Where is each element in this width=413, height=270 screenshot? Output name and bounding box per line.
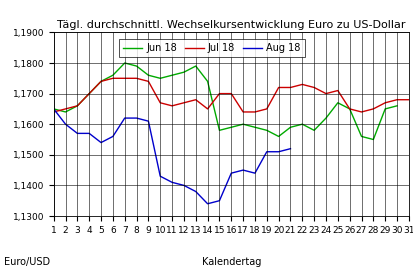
- Jul 18: [193, 98, 198, 101]
- Jul 18: [406, 98, 411, 101]
- Jun 18: [87, 92, 92, 95]
- Aug 18: [276, 150, 281, 153]
- Jun 18: [241, 123, 246, 126]
- Jun 18: [347, 107, 352, 110]
- Jul 18: [383, 101, 388, 104]
- Aug 18: [87, 132, 92, 135]
- Jul 18: [252, 110, 257, 114]
- Jun 18: [288, 126, 293, 129]
- Jun 18: [335, 101, 340, 104]
- Jul 18: [205, 107, 210, 110]
- Jun 18: [264, 129, 269, 132]
- Jul 18: [170, 104, 175, 107]
- Jul 18: [146, 80, 151, 83]
- Jul 18: [110, 77, 115, 80]
- Jun 18: [181, 70, 186, 74]
- Text: Euro/USD: Euro/USD: [4, 257, 50, 267]
- Text: Kalendertag: Kalendertag: [202, 257, 261, 267]
- Jun 18: [300, 123, 305, 126]
- Jun 18: [75, 104, 80, 107]
- Jun 18: [371, 138, 376, 141]
- Jun 18: [158, 77, 163, 80]
- Jun 18: [63, 110, 68, 114]
- Aug 18: [288, 147, 293, 150]
- Aug 18: [205, 202, 210, 205]
- Aug 18: [99, 141, 104, 144]
- Jul 18: [158, 101, 163, 104]
- Jun 18: [229, 126, 234, 129]
- Jul 18: [63, 107, 68, 110]
- Aug 18: [252, 171, 257, 175]
- Jun 18: [146, 74, 151, 77]
- Title: Tägl. durchschnittl. Wechselkursentwicklung Euro zu US-Dollar: Tägl. durchschnittl. Wechselkursentwickl…: [57, 20, 406, 30]
- Jul 18: [99, 80, 104, 83]
- Jul 18: [288, 86, 293, 89]
- Jun 18: [110, 74, 115, 77]
- Aug 18: [217, 199, 222, 202]
- Jul 18: [335, 89, 340, 92]
- Jul 18: [359, 110, 364, 114]
- Jun 18: [99, 80, 104, 83]
- Jul 18: [134, 77, 139, 80]
- Aug 18: [170, 181, 175, 184]
- Legend: Jun 18, Jul 18, Aug 18: Jun 18, Jul 18, Aug 18: [119, 39, 304, 57]
- Jul 18: [347, 107, 352, 110]
- Jul 18: [312, 86, 317, 89]
- Jun 18: [51, 107, 56, 110]
- Jun 18: [122, 61, 127, 65]
- Jul 18: [217, 92, 222, 95]
- Jun 18: [252, 126, 257, 129]
- Aug 18: [51, 107, 56, 110]
- Jun 18: [359, 135, 364, 138]
- Aug 18: [63, 123, 68, 126]
- Jul 18: [323, 92, 328, 95]
- Jul 18: [181, 101, 186, 104]
- Jun 18: [383, 107, 388, 110]
- Aug 18: [122, 116, 127, 120]
- Line: Jul 18: Jul 18: [54, 78, 409, 112]
- Jul 18: [276, 86, 281, 89]
- Aug 18: [134, 116, 139, 120]
- Jun 18: [323, 116, 328, 120]
- Jul 18: [264, 107, 269, 110]
- Jun 18: [276, 135, 281, 138]
- Jul 18: [371, 107, 376, 110]
- Jun 18: [312, 129, 317, 132]
- Aug 18: [264, 150, 269, 153]
- Aug 18: [229, 171, 234, 175]
- Jul 18: [300, 83, 305, 86]
- Jul 18: [51, 110, 56, 114]
- Aug 18: [158, 175, 163, 178]
- Jul 18: [241, 110, 246, 114]
- Jul 18: [229, 92, 234, 95]
- Aug 18: [241, 168, 246, 172]
- Aug 18: [75, 132, 80, 135]
- Jun 18: [134, 65, 139, 68]
- Line: Aug 18: Aug 18: [54, 109, 290, 204]
- Jun 18: [170, 74, 175, 77]
- Line: Jun 18: Jun 18: [54, 63, 397, 140]
- Aug 18: [110, 135, 115, 138]
- Jun 18: [205, 80, 210, 83]
- Jun 18: [394, 104, 399, 107]
- Aug 18: [181, 184, 186, 187]
- Aug 18: [146, 120, 151, 123]
- Aug 18: [193, 190, 198, 193]
- Jul 18: [122, 77, 127, 80]
- Jun 18: [193, 65, 198, 68]
- Jul 18: [394, 98, 399, 101]
- Jul 18: [75, 104, 80, 107]
- Jun 18: [217, 129, 222, 132]
- Jul 18: [87, 92, 92, 95]
